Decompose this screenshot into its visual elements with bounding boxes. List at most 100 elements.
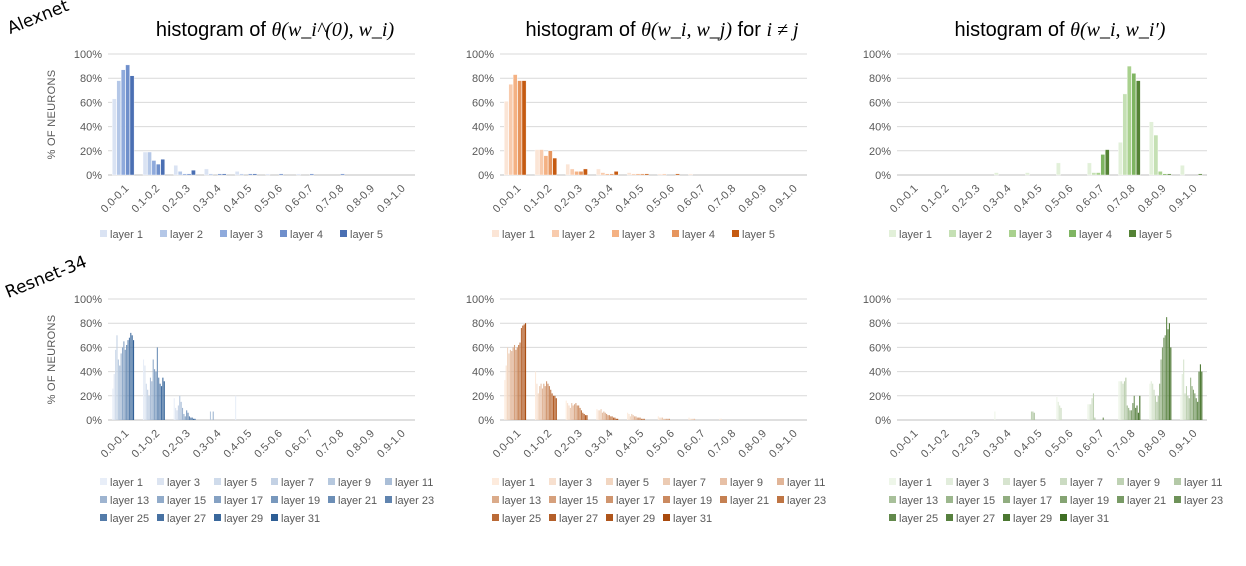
bar — [160, 386, 163, 420]
bar — [551, 393, 553, 420]
bar — [543, 155, 549, 176]
bar — [142, 151, 148, 176]
x-tick-label: 0.1-0.2 — [129, 428, 162, 461]
bar — [129, 75, 135, 176]
legend-label: layer 1 — [502, 229, 535, 241]
y-tick-label: 0% — [478, 170, 494, 182]
legend-item: layer 5 — [340, 229, 383, 241]
bar — [582, 412, 584, 420]
legend-label: layer 7 — [673, 477, 706, 489]
legend-swatch — [214, 478, 221, 485]
legend-swatch — [1060, 478, 1067, 485]
bar — [512, 347, 514, 420]
legend-swatch — [385, 478, 392, 485]
bar — [187, 412, 189, 420]
bar — [177, 405, 179, 420]
legend-swatch — [663, 496, 670, 503]
legend-label: layer 27 — [559, 513, 598, 525]
x-tick-label: 0.5-0.6 — [1043, 428, 1076, 461]
bar — [643, 418, 645, 420]
bar — [1060, 407, 1062, 420]
bar — [544, 386, 546, 420]
y-tick-label: 60% — [869, 97, 891, 109]
legend-label: layer 25 — [110, 513, 149, 525]
x-tick-label: 0.3-0.4 — [191, 183, 224, 216]
bar — [657, 173, 663, 176]
y-tick-label: 20% — [472, 146, 494, 158]
bar — [639, 417, 641, 420]
bar — [608, 415, 610, 420]
bar — [1092, 393, 1095, 420]
chart-panel-5: 0%20%40%60%80%100%0.0-0.10.1-0.20.2-0.30… — [466, 294, 826, 525]
bar — [239, 173, 244, 176]
bar — [579, 407, 581, 420]
bar — [547, 383, 549, 420]
legend-swatch — [612, 230, 619, 237]
bar — [1161, 347, 1163, 420]
bar — [152, 359, 154, 420]
legend-item: layer 19 — [1060, 495, 1109, 507]
legend-item: layer 5 — [732, 229, 775, 241]
legend-label: layer 21 — [730, 495, 769, 507]
legend-label: layer 31 — [673, 513, 712, 525]
y-tick-label: 60% — [80, 97, 102, 109]
bar — [537, 393, 539, 420]
legend-item: layer 29 — [214, 513, 263, 525]
bar — [534, 371, 537, 420]
bar — [119, 365, 121, 420]
bar — [605, 173, 610, 176]
bar — [523, 324, 525, 420]
bar — [571, 403, 573, 420]
legend-label: layer 21 — [1127, 495, 1166, 507]
bar — [513, 344, 516, 420]
bar — [565, 163, 571, 176]
legend-swatch — [606, 496, 613, 503]
bar — [583, 168, 588, 176]
x-tick-label: 0.7-0.8 — [314, 183, 347, 216]
legend-swatch — [214, 514, 221, 521]
legend-item: layer 7 — [663, 477, 706, 489]
bar — [1154, 395, 1157, 420]
legend-item: layer 3 — [612, 229, 655, 241]
legend-swatch — [720, 496, 727, 503]
x-tick-label: 0.0-0.1 — [888, 183, 921, 216]
bar — [1094, 417, 1096, 420]
legend-swatch — [100, 514, 107, 521]
bar — [1187, 395, 1189, 420]
x-tick-label: 0.6-0.7 — [1074, 183, 1107, 216]
bar — [663, 418, 665, 420]
legend-item: layer 25 — [889, 513, 938, 525]
bar — [578, 171, 584, 176]
bar — [596, 168, 601, 176]
bar — [1192, 389, 1194, 420]
legend-swatch — [328, 496, 335, 503]
bar — [1183, 359, 1185, 420]
bar — [142, 359, 145, 420]
x-tick-label: 0.1-0.2 — [521, 428, 554, 461]
legend-label: layer 2 — [170, 229, 203, 241]
bar — [691, 418, 693, 420]
legend-label: layer 31 — [1070, 513, 1109, 525]
legend-swatch — [663, 478, 670, 485]
chart-title-1: histogram of θ(w_i^(0), w_i) — [156, 19, 395, 41]
legend-item: layer 23 — [777, 495, 826, 507]
bar — [115, 349, 117, 420]
bar — [1166, 173, 1172, 176]
y-tick-label: 60% — [80, 342, 102, 354]
x-tick-label: 0.9-1.0 — [375, 428, 408, 461]
bar — [586, 415, 588, 420]
bar — [1157, 395, 1159, 420]
legend-item: layer 9 — [720, 477, 763, 489]
bar — [145, 383, 147, 420]
legend-swatch — [385, 496, 392, 503]
legend-label: layer 1 — [110, 477, 143, 489]
bar — [552, 157, 558, 176]
legend-swatch — [157, 478, 164, 485]
x-tick-label: 0.8-0.9 — [344, 183, 377, 216]
bar — [597, 410, 599, 420]
bar — [1159, 383, 1161, 420]
legend-swatch — [280, 230, 287, 237]
bar — [1170, 347, 1172, 420]
legend-item: layer 9 — [328, 477, 371, 489]
bar — [1025, 172, 1030, 176]
